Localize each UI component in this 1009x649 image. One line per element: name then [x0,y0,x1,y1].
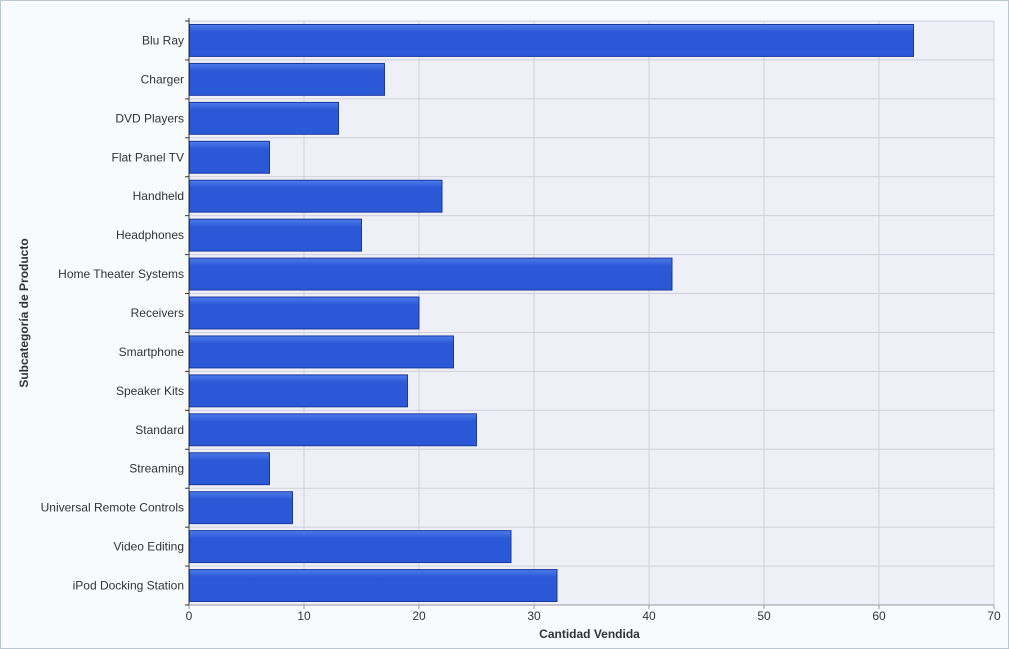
x-tick-label: 0 [186,609,193,623]
bar-handheld [189,179,443,213]
x-tick-label: 60 [872,609,886,623]
bar-blu-ray [189,24,914,57]
category-label: Speaker Kits [116,384,184,398]
category-label: Smartphone [119,345,185,359]
category-label: Receivers [131,306,184,320]
bar-streaming [189,452,270,486]
bar-receivers [189,296,420,330]
y-tick-labels: Blu Ray Charger DVD Players Flat Panel TV Ha… [41,33,185,592]
category-label: iPod Docking Station [73,579,184,593]
category-label: Flat Panel TV [112,150,184,164]
bar-home-theater-systems [189,257,673,291]
x-tick-label: 50 [757,609,771,623]
category-label: Handheld [133,189,184,203]
x-tick-label: 30 [527,609,541,623]
category-label: Standard [135,423,184,437]
category-label: Universal Remote Controls [41,501,184,515]
bars [189,24,914,602]
grid-lines [189,20,995,606]
category-label: Headphones [116,228,184,242]
bar-flat-panel-tv [189,140,270,174]
bar-headphones [189,218,362,252]
bar-universal-remote-controls [189,491,293,525]
bar-video-editing [189,530,512,564]
x-tick-labels: 0 10 20 30 40 50 60 70 [186,609,1001,623]
category-label: Streaming [129,462,184,476]
bar-speaker-kits [189,374,408,408]
category-label: Blu Ray [142,33,184,47]
x-tick-label: 40 [642,609,656,623]
x-tick-label: 70 [987,609,1001,623]
bar-smartphone [189,335,454,369]
y-axis-title: Subcategoría de Producto [17,238,31,387]
bar-charger [189,62,385,96]
category-label: Charger [141,72,184,86]
x-tick-label: 20 [412,609,426,623]
category-label: Home Theater Systems [58,267,184,281]
x-tick-label: 10 [297,609,311,623]
bar-dvd-players [189,101,339,135]
bar-ipod-docking-station [189,569,558,602]
category-label: DVD Players [115,111,184,125]
x-axis-title: Cantidad Vendida [539,627,640,641]
axes [185,18,995,609]
bar-standard [189,413,477,447]
category-label: Video Editing [114,540,185,554]
